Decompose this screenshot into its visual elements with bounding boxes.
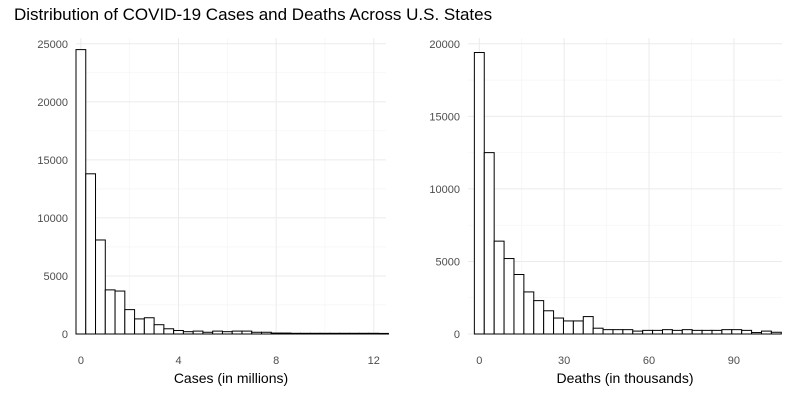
histogram-bar [192, 330, 204, 335]
histogram-bar [503, 258, 515, 335]
histogram-bar [523, 291, 535, 335]
x-tick-label: 0 [476, 355, 482, 367]
histogram-bar [348, 332, 360, 335]
histogram-bar [691, 329, 703, 335]
x-tick-label: 90 [728, 355, 740, 367]
histogram-bar [721, 329, 733, 335]
histogram-bar [143, 317, 155, 335]
y-tick-label: 0 [454, 329, 460, 341]
histogram-bar [760, 330, 772, 335]
histogram-bar [642, 329, 654, 335]
histogram-bar [231, 330, 243, 335]
histogram-bar [202, 331, 214, 335]
y-tick-label: 20000 [429, 39, 460, 51]
histogram-bar [75, 49, 87, 335]
histogram-bar [251, 331, 263, 335]
histogram-bar [290, 332, 302, 335]
x-axis-label: Cases (in millions) [174, 370, 288, 386]
histogram-bar [741, 329, 753, 335]
histogram-bar [701, 329, 713, 335]
y-tick-label: 10000 [37, 213, 68, 225]
histogram-bar [212, 330, 223, 335]
histogram-bar [602, 329, 614, 335]
y-tick-label: 15000 [37, 155, 68, 167]
histogram-bar [182, 331, 194, 335]
histogram-bar [622, 329, 634, 335]
histogram-bar [751, 332, 762, 335]
histogram-bar [681, 329, 693, 335]
x-tick-label: 0 [78, 355, 84, 367]
histogram-bar [280, 332, 292, 335]
histogram-bar [339, 332, 350, 335]
histogram-bar [134, 318, 145, 335]
histogram-bar [300, 332, 311, 335]
histogram-bar [114, 290, 126, 335]
histogram-bar [572, 320, 584, 335]
histogram-bar [671, 329, 683, 335]
histogram-bar [661, 329, 673, 335]
histogram-bar [553, 317, 564, 335]
histogram-bar [483, 152, 495, 335]
x-tick-label: 30 [558, 355, 570, 367]
histogram-bar [319, 332, 331, 335]
y-tick-label: 10000 [429, 184, 460, 196]
histogram-bar [582, 316, 594, 335]
y-tick-label: 25000 [37, 39, 68, 51]
histogram-bar [513, 274, 525, 335]
histogram-bar [270, 332, 282, 335]
chart-title: Distribution of COVID-19 Cases and Death… [14, 5, 493, 24]
histogram-bar [241, 330, 253, 335]
histogram-bar [358, 332, 370, 335]
histogram-bar [104, 289, 116, 335]
y-tick-label: 5000 [44, 271, 68, 283]
x-axis-label: Deaths (in thousands) [557, 370, 694, 386]
x-tick-label: 60 [643, 355, 655, 367]
histogram-bar [543, 310, 555, 335]
deaths-histogram-panel: 0 5000 10000 15000 20000 0 30 60 90 Deaths (in th… [429, 38, 782, 386]
y-tick-label: 15000 [429, 111, 460, 123]
y-tick-label: 20000 [37, 97, 68, 109]
histogram-bar [85, 173, 97, 335]
histogram-bar [473, 52, 485, 335]
histogram-bar [221, 331, 233, 335]
histogram-bar [632, 330, 644, 335]
histogram-bar [592, 327, 604, 335]
histogram-bar [173, 330, 184, 335]
histogram-bar [770, 331, 782, 335]
histogram-bar [309, 332, 321, 335]
histogram-bar [163, 328, 175, 335]
histogram-bar [124, 309, 136, 335]
histogram-bar [261, 331, 272, 335]
histogram-bar [652, 329, 663, 335]
histogram-bar [329, 332, 341, 335]
histogram-bar [533, 300, 545, 335]
x-tick-label: 4 [175, 355, 181, 367]
histogram-bar [711, 329, 723, 335]
y-tick-label: 5000 [436, 256, 460, 268]
x-tick-label: 8 [273, 355, 279, 367]
histogram-bar [378, 332, 389, 335]
histogram-bar [731, 329, 743, 335]
cases-histogram-panel: 0 5000 10000 15000 20000 25000 0 4 8 12 Cases (in … [37, 38, 389, 386]
histogram-bar [612, 329, 624, 335]
histogram-bar [493, 240, 505, 335]
y-tick-label: 0 [62, 329, 68, 341]
histogram-bar [95, 239, 106, 335]
x-tick-label: 12 [368, 355, 380, 367]
histogram-bar [562, 320, 574, 335]
histogram-bar [368, 332, 380, 335]
histogram-bar [153, 324, 165, 335]
